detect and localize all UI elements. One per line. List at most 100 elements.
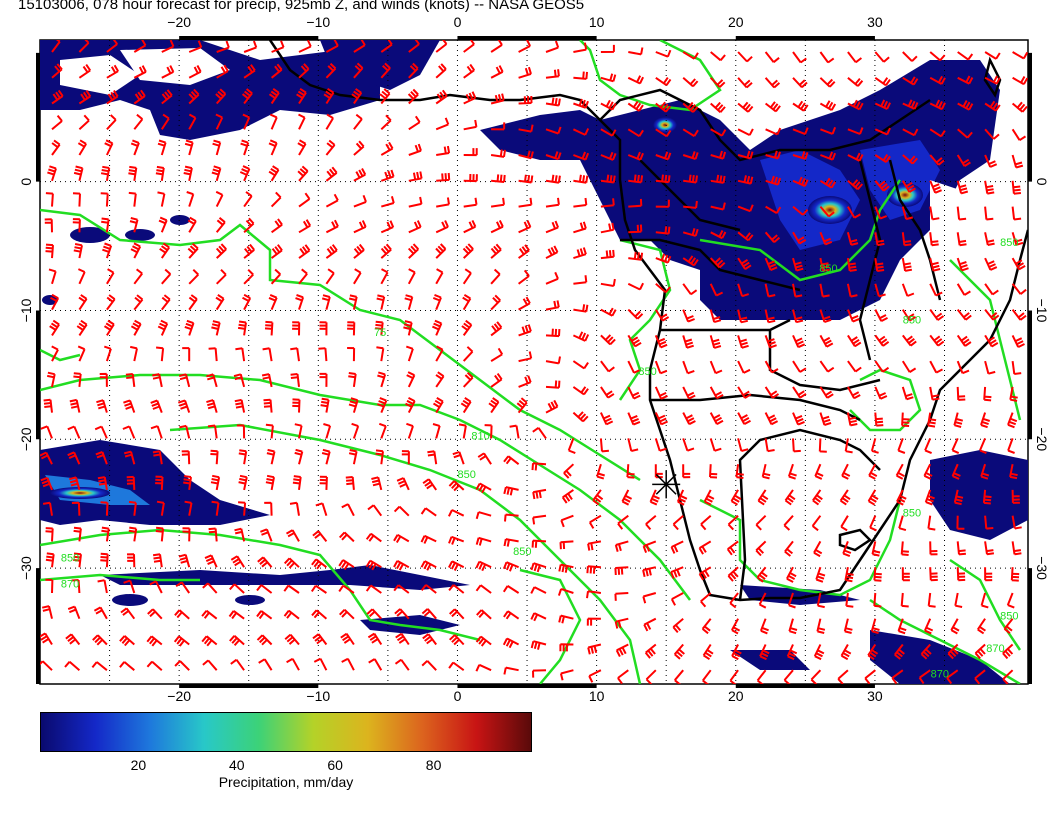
wind-barb — [174, 660, 190, 671]
wind-barb — [211, 165, 222, 182]
wind-barb — [518, 351, 533, 363]
wind-barb — [655, 76, 672, 87]
wind-barb — [847, 127, 864, 135]
wind-barb — [868, 463, 878, 480]
wind-barb — [243, 268, 254, 285]
wind-barb — [353, 113, 363, 130]
wind-barb — [401, 450, 410, 465]
wind-barb — [956, 232, 967, 247]
wind-barb — [764, 438, 775, 453]
wind-barb — [572, 360, 589, 370]
wind-barb — [559, 643, 574, 652]
wind-barb — [271, 40, 285, 53]
wind-barb — [340, 632, 355, 646]
wind-barb — [816, 618, 826, 634]
wind-barb — [764, 309, 776, 324]
wind-barb — [682, 438, 695, 452]
wind-barb — [627, 360, 641, 374]
wind-barb — [628, 224, 643, 234]
wind-barb — [157, 191, 166, 207]
wind-barb — [490, 93, 505, 105]
wind-barb — [73, 552, 82, 568]
wind-barb — [710, 150, 727, 160]
wind-barb — [702, 669, 712, 684]
wind-barb — [312, 633, 328, 646]
wind-barb — [874, 206, 888, 220]
wind-barb — [954, 592, 963, 608]
wind-barb — [682, 51, 699, 60]
wind-barb — [67, 425, 81, 439]
wind-barb — [420, 507, 437, 517]
wind-barb — [241, 88, 253, 105]
wind-barb — [297, 139, 307, 156]
lat-tick-label-right: 0 — [1034, 178, 1050, 186]
wind-barb — [846, 283, 858, 298]
precip-patch — [480, 60, 1000, 320]
wind-barb — [146, 635, 163, 647]
wind-barb — [840, 515, 849, 532]
wind-barb — [351, 88, 363, 105]
wind-barb — [600, 386, 615, 399]
wind-barb — [573, 275, 588, 285]
wind-barb — [270, 268, 282, 285]
wind-barb — [900, 592, 909, 608]
wind-barb — [102, 242, 113, 259]
wind-barb — [984, 232, 995, 246]
wind-barb — [1011, 257, 1026, 271]
wind-barb — [627, 151, 644, 161]
wind-barb — [449, 608, 465, 620]
wind-barb — [463, 40, 475, 53]
lon-tick-label-bottom: 10 — [589, 688, 605, 704]
wind-barb — [122, 425, 136, 439]
precip-patch — [740, 585, 860, 605]
wind-barb — [298, 244, 311, 259]
wind-barb — [545, 380, 561, 389]
wind-barb — [51, 139, 61, 156]
wind-barb — [208, 347, 218, 362]
wind-barb — [130, 319, 142, 336]
wind-barb — [367, 632, 383, 646]
wind-barb — [984, 283, 999, 296]
wind-barb — [545, 300, 560, 311]
wind-barb — [567, 438, 576, 455]
wind-barb — [408, 115, 421, 131]
wind-barb — [819, 205, 835, 218]
africa-coastline — [268, 40, 1028, 602]
wind-barb — [239, 165, 251, 182]
wind-barb — [96, 399, 108, 413]
wind-barb — [530, 612, 547, 622]
wind-barb — [841, 463, 851, 480]
lon-tick-label-bottom: 30 — [867, 688, 883, 704]
wind-barb — [319, 475, 328, 490]
wind-barb — [40, 425, 53, 439]
wind-barb — [345, 476, 355, 490]
wind-barb — [792, 176, 809, 188]
wind-barb — [378, 422, 387, 439]
wind-barb — [573, 221, 587, 234]
wind-barb — [462, 294, 472, 311]
wind-barb — [703, 489, 715, 506]
wind-barb — [407, 243, 420, 259]
lat-tick-label-right: −20 — [1034, 427, 1050, 451]
lon-tick-label-bottom: −10 — [306, 688, 330, 704]
map-title: 15103006, 078 hour forecast for precip, … — [18, 0, 585, 13]
wind-barb — [207, 424, 218, 439]
wind-barb — [177, 399, 191, 413]
lon-tick-label-top: −10 — [306, 14, 330, 30]
wind-barb — [672, 514, 684, 531]
wind-barb — [698, 566, 712, 581]
colorbar-tick-label: 80 — [425, 757, 442, 773]
wind-barb — [188, 113, 197, 130]
wind-barb — [321, 448, 331, 465]
wind-barb — [431, 319, 443, 336]
wind-barb — [376, 346, 385, 362]
wind-barb — [284, 633, 300, 646]
wind-barb — [710, 51, 726, 62]
wind-barb — [627, 386, 641, 400]
wind-barb — [270, 191, 282, 208]
wind-barb — [461, 319, 473, 336]
wind-barb — [427, 450, 438, 465]
contour-line — [40, 348, 81, 362]
lon-tick-label-top: 10 — [589, 14, 605, 30]
wind-barb — [368, 658, 383, 671]
